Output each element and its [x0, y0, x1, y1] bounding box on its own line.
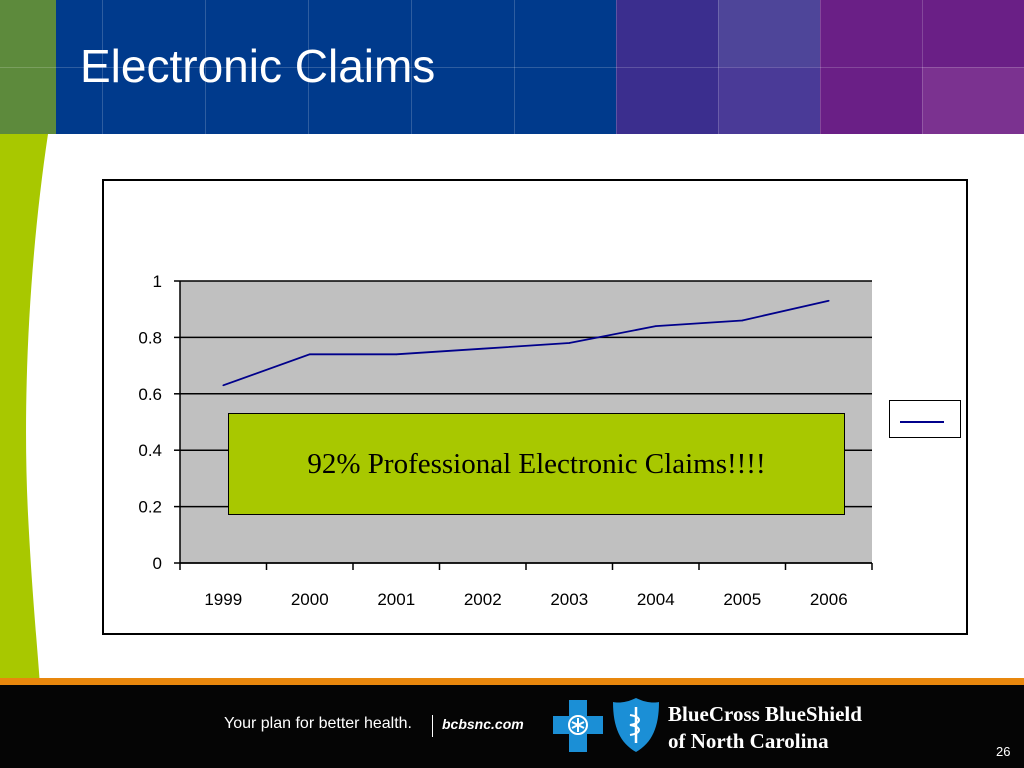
- header-tile-violet-top: [718, 0, 820, 67]
- header-grid-line: [616, 0, 617, 134]
- blue-cross-logo-icon: [553, 700, 603, 752]
- x-tick-label: 2006: [810, 590, 848, 609]
- x-tick-label: 2001: [377, 590, 415, 609]
- legend-series-swatch: [900, 421, 944, 423]
- data-point: [308, 353, 311, 356]
- header-tile-green: [0, 0, 56, 134]
- y-tick-label: 0.2: [138, 498, 162, 517]
- y-tick-label: 0.6: [138, 385, 162, 404]
- line-chart: 0 0.2 0.4 0.6 0.8 1 1999 2000 2001 2002 2003 2004 20…: [138, 272, 873, 609]
- header-tile-blue: [56, 0, 616, 134]
- chart-legend: [889, 400, 961, 438]
- footer-website: bcbsnc.com: [442, 716, 524, 732]
- data-point: [568, 342, 571, 344]
- x-tick-label: 1999: [204, 590, 242, 609]
- chart-frame: 0 0.2 0.4 0.6 0.8 1 1999 2000 2001 2002 2003 2004 20…: [102, 179, 968, 635]
- footer-separator: [432, 715, 433, 737]
- x-tick-label: 2005: [723, 590, 761, 609]
- page-number: 26: [996, 744, 1011, 759]
- data-point: [654, 325, 657, 327]
- footer-tagline: Your plan for better health.: [224, 715, 412, 732]
- y-tick-label: 0.8: [138, 328, 162, 347]
- callout-box: 92% Professional Electronic Claims!!!!: [228, 413, 845, 515]
- header-grid-line: [308, 0, 309, 134]
- brand-name-line1: BlueCross BlueShield: [668, 702, 862, 726]
- x-tick-label: 2004: [637, 590, 675, 609]
- blue-shield-logo-icon: [613, 698, 659, 752]
- x-tick-label: 2002: [464, 590, 502, 609]
- data-point: [395, 353, 398, 356]
- header-grid-line: [205, 0, 206, 134]
- y-tick-label: 0.4: [138, 441, 162, 460]
- series-line: [222, 299, 829, 387]
- y-tick-label: 1: [153, 272, 162, 291]
- data-point: [741, 319, 744, 322]
- header-grid-line: [922, 0, 923, 134]
- y-tick-label: 0: [153, 554, 162, 573]
- data-point: [481, 347, 484, 350]
- left-strip-shape: [0, 134, 48, 686]
- footer-band: [0, 685, 1024, 768]
- header-band: Electronic Claims: [0, 0, 1024, 134]
- brand-name-line2: of North Carolina: [668, 729, 829, 753]
- footer-accent-line: [0, 678, 1024, 685]
- header-grid-line: [102, 0, 103, 134]
- data-point: [827, 299, 830, 302]
- x-tick-label: 2000: [291, 590, 329, 609]
- header-tile-indigo: [616, 0, 718, 134]
- data-point: [222, 384, 225, 387]
- left-decorative-strip: [0, 134, 48, 686]
- header-grid-line: [718, 0, 719, 134]
- header-grid-line: [514, 0, 515, 134]
- header-tile-purple-bottom: [922, 67, 1024, 134]
- header-grid-line: [411, 0, 412, 134]
- header-grid-line: [820, 0, 821, 134]
- header-grid-line: [0, 67, 1024, 68]
- slide-title: Electronic Claims: [80, 40, 436, 92]
- x-tick-label: 2003: [550, 590, 588, 609]
- callout-text: 92% Professional Electronic Claims!!!!: [307, 447, 766, 480]
